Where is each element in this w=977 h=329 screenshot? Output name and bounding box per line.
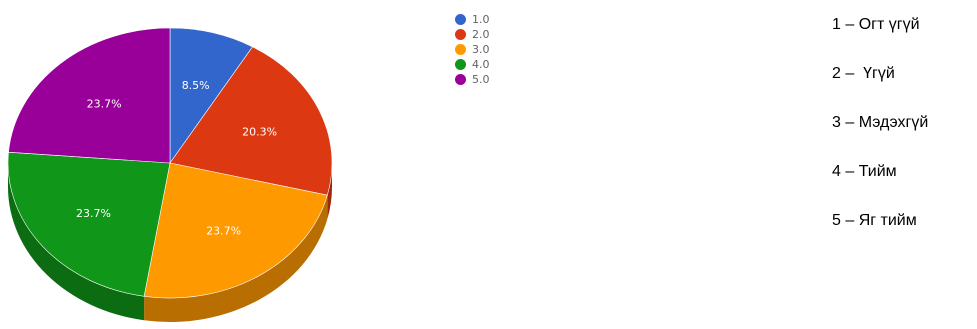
code-row: 3 – Мэдэхгүй — [832, 114, 929, 131]
pie-data-label: 23.7% — [87, 97, 122, 110]
pie-data-label: 20.3% — [242, 126, 277, 139]
legend-label: 5.0 — [472, 73, 490, 86]
pie-top — [7, 27, 333, 299]
pie-3d-side — [8, 163, 332, 322]
legend-swatch-icon — [455, 29, 466, 40]
legend-swatch-icon — [455, 44, 466, 55]
pie-data-label: 23.7% — [76, 207, 111, 220]
legend-swatch-icon — [455, 14, 466, 25]
legend-label: 4.0 — [472, 58, 490, 71]
pie-slice-side-3.0 — [144, 195, 328, 322]
legend-label: 2.0 — [472, 28, 490, 41]
pie-slice-side-2.0 — [327, 163, 332, 220]
code-row: 4 – Тийм — [832, 163, 897, 180]
legend-item[interactable]: 3.0 — [455, 42, 490, 57]
code-row: 5 – Яг тийм — [832, 212, 917, 229]
code-row: 1 – Огт үгүй — [832, 16, 920, 33]
legend-item[interactable]: 1.0 — [455, 12, 490, 27]
pie-data-label: 8.5% — [182, 79, 210, 92]
response-code-key: 1 – Огт үгүй 2 – Үгүй 3 – Мэдэхгүй 4 – Т… — [832, 11, 928, 256]
legend: 1.0 2.0 3.0 4.0 5.0 — [455, 12, 490, 87]
legend-label: 3.0 — [472, 43, 490, 56]
pie-slice-side-4.0 — [8, 163, 145, 321]
legend-item[interactable]: 5.0 — [455, 72, 490, 87]
pie-data-label: 23.7% — [206, 225, 241, 238]
legend-swatch-icon — [455, 59, 466, 70]
legend-item[interactable]: 4.0 — [455, 57, 490, 72]
pie-labels: 8.5% 20.3% 23.7% 23.7% 23.7% — [76, 79, 277, 238]
code-row: 2 – Үгүй — [832, 65, 895, 82]
pie-slice-1.0[interactable] — [169, 27, 253, 164]
pie-slice-2.0[interactable] — [169, 46, 333, 196]
pie-slice-4.0[interactable] — [7, 151, 171, 297]
pie-slice-5.0[interactable] — [8, 27, 171, 164]
legend-swatch-icon — [455, 74, 466, 85]
pie-slice-3.0[interactable] — [143, 162, 328, 299]
legend-label: 1.0 — [472, 13, 490, 26]
legend-item[interactable]: 2.0 — [455, 27, 490, 42]
